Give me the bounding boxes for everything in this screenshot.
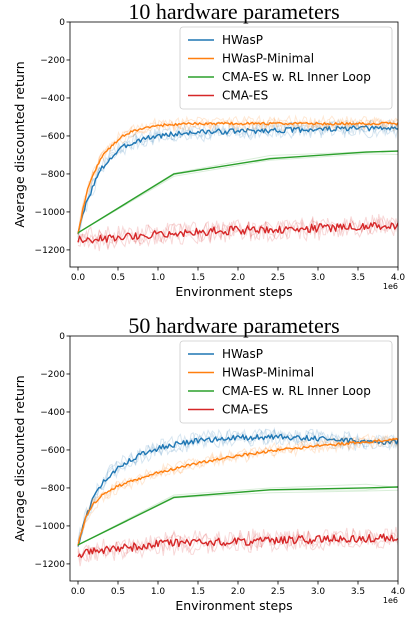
y-tick-label: −1000: [35, 208, 66, 218]
legend: HWasP HWasP-Minimal CMA-ES w. RL Inner Loo…: [179, 340, 393, 424]
x-tick-label: 1.0: [151, 273, 166, 283]
series-run-3: [77, 486, 398, 546]
y-tick-label: 0: [59, 332, 65, 342]
y-tick-label: −800: [40, 170, 65, 180]
legend-label: HWasP-Minimal: [222, 52, 314, 66]
series-line-1: [77, 433, 398, 547]
y-tick-label: −800: [40, 484, 65, 494]
series-run-1: [77, 428, 398, 544]
x-tick-label: 3.5: [351, 587, 365, 597]
legend-label: CMA-ES w. RL Inner Loop: [222, 384, 371, 398]
y-tick-label: −600: [40, 446, 65, 456]
y-tick-label: −200: [40, 56, 65, 66]
x-offset-label: 1e6: [383, 282, 398, 291]
series-line-3: [77, 150, 398, 234]
series-line-2: [77, 437, 398, 546]
series-run-2: [77, 114, 398, 234]
series-run-3: [77, 489, 398, 546]
legend-label: CMA-ES: [222, 89, 268, 103]
chart-title: 50 hardware parameters: [128, 313, 339, 338]
x-tick-label: 1.0: [151, 587, 166, 597]
series-line-2: [77, 121, 398, 234]
y-tick-label: −600: [40, 132, 65, 142]
series-run-3: [77, 153, 398, 234]
chart-panel-1: 10 hardware parameters 0.0 0.5 1.0 1.5 2.0 2.5…: [12, 0, 405, 299]
y-tick-label: −400: [40, 408, 65, 418]
x-tick-label: 2.0: [231, 587, 246, 597]
series-line-3: [77, 486, 398, 546]
legend-box: [179, 26, 393, 110]
series-run-2: [77, 118, 398, 238]
plot-frame: [69, 21, 399, 268]
series-run-4: [77, 215, 398, 249]
y-tick-label: −1200: [35, 560, 66, 570]
x-tick-label: 0.0: [71, 273, 86, 283]
x-tick-label: 1.5: [191, 587, 205, 597]
series-run-2: [77, 434, 398, 544]
x-axis-label: Environment steps: [175, 598, 292, 613]
y-tick-label: −400: [40, 94, 65, 104]
x-tick-label: 2.0: [231, 273, 246, 283]
series-line-4: [77, 533, 398, 559]
x-tick-label: 1.5: [191, 273, 205, 283]
series-run-1: [77, 426, 398, 541]
x-axis-label: Environment steps: [175, 284, 292, 299]
y-axis-label: Average discounted return: [12, 375, 27, 541]
series-run-3: [77, 483, 398, 546]
x-tick-label: 4.0: [391, 587, 406, 597]
series-line-1: [77, 124, 398, 235]
series-run-1: [77, 122, 398, 239]
series-run-4: [77, 526, 398, 561]
y-tick-label: −1200: [35, 246, 66, 256]
series-run-1: [77, 118, 398, 235]
x-tick-label: 2.5: [271, 587, 285, 597]
legend-label: HWasP: [222, 347, 263, 361]
x-tick-label: 2.5: [271, 273, 285, 283]
legend-label: CMA-ES w. RL Inner Loop: [222, 70, 371, 84]
legend-label: HWasP: [222, 33, 263, 47]
series-run-2: [77, 433, 398, 542]
x-tick-label: 3.0: [311, 587, 326, 597]
x-tick-label: 0.5: [111, 587, 125, 597]
data-layer: [77, 426, 398, 567]
series-run-2: [77, 116, 398, 236]
series-run-1: [77, 120, 398, 237]
chart-title: 10 hardware parameters: [128, 0, 339, 24]
chart-panel-2: 50 hardware parameters 0.0 0.5 1.0 1.5 2.0 2.5…: [12, 313, 405, 613]
series-line-4: [77, 221, 398, 244]
y-axis-label: Average discounted return: [12, 61, 27, 227]
legend-box: [179, 340, 393, 424]
legend-label: HWasP-Minimal: [222, 366, 314, 380]
legend: HWasP HWasP-Minimal CMA-ES w. RL Inner Loo…: [179, 26, 393, 110]
x-tick-label: 4.0: [391, 273, 406, 283]
y-tick-label: −1000: [35, 522, 66, 532]
plot-frame: [69, 335, 399, 582]
x-tick-label: 3.5: [351, 273, 365, 283]
x-tick-label: 0.5: [111, 273, 125, 283]
legend-label: CMA-ES: [222, 403, 268, 417]
x-tick-label: 3.0: [311, 273, 326, 283]
x-tick-label: 0.0: [71, 587, 86, 597]
y-tick-label: −200: [40, 370, 65, 380]
x-offset-label: 1e6: [383, 596, 398, 605]
data-layer: [77, 114, 398, 252]
y-tick-label: 0: [59, 18, 65, 28]
